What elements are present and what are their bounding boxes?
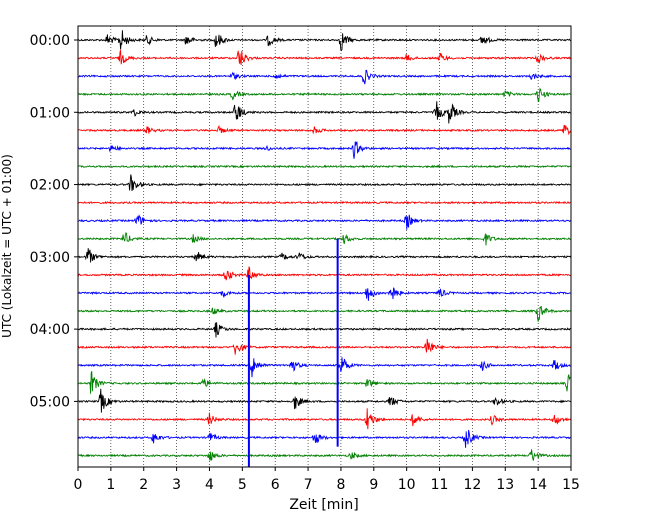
- trace-line: [77, 69, 571, 85]
- traces: [77, 30, 572, 461]
- x-tick-label: 14: [529, 477, 547, 493]
- y-tick-label: 00:00: [30, 33, 70, 49]
- x-tick-label: 15: [562, 477, 580, 493]
- trace-line: [77, 338, 571, 355]
- trace-line: [77, 141, 571, 159]
- trace-line: [77, 388, 571, 413]
- trace-line: [78, 357, 571, 378]
- trace-line: [77, 30, 571, 52]
- trace-line: [77, 266, 571, 281]
- trace-line: [77, 305, 571, 322]
- x-tick-label: 0: [74, 477, 83, 493]
- trace-line: [78, 214, 571, 230]
- trace-line: [77, 231, 571, 246]
- trace-line: [77, 124, 572, 136]
- y-tick-label: 02:00: [30, 178, 70, 194]
- trace-line: [77, 174, 571, 192]
- x-tick-label: 11: [431, 477, 449, 493]
- trace-line: [77, 322, 571, 338]
- x-tick-label: 10: [398, 477, 416, 493]
- y-tick-label: 01:00: [30, 105, 70, 121]
- trace-line: [77, 48, 571, 66]
- x-tick-label: 13: [496, 477, 514, 493]
- plot-frame: [77, 25, 572, 468]
- y-tick-label: 05:00: [30, 394, 70, 410]
- trace-line: [78, 248, 571, 263]
- trace-line: [77, 164, 571, 169]
- y-tick-label: 03:00: [30, 250, 70, 266]
- x-tick-label: 1: [106, 477, 115, 493]
- trace-line: [77, 408, 571, 430]
- x-axis-ticks: 0 1 2 3 4 5 6 7 8 9 10 11 12 13 14 15: [74, 467, 580, 493]
- trace-line: [77, 449, 571, 461]
- x-tick-label: 6: [271, 477, 280, 493]
- trace-line: [77, 371, 571, 394]
- x-tick-label: 4: [205, 477, 214, 493]
- y-tick-label: 04:00: [30, 322, 70, 338]
- y-axis-label: UTC (Lokalzeit = UTC + 01:00): [0, 154, 14, 338]
- x-tick-label: 3: [172, 477, 181, 493]
- x-tick-label: 2: [139, 477, 148, 493]
- trace-line: [77, 200, 571, 205]
- trace-line: [77, 429, 571, 448]
- spikes: [247, 238, 339, 467]
- trace-line: [77, 287, 571, 301]
- trace-line: [77, 101, 571, 124]
- x-tick-label: 12: [463, 477, 481, 493]
- x-tick-label: 9: [369, 477, 378, 493]
- trace-line: [77, 87, 571, 103]
- x-tick-label: 5: [238, 477, 247, 493]
- x-tick-label: 8: [336, 477, 345, 493]
- y-axis-ticks: 00:00 01:00 02:00 03:00 04:00 05:00: [30, 33, 78, 410]
- x-tick-label: 7: [304, 477, 313, 493]
- x-axis-label: Zeit [min]: [289, 497, 358, 513]
